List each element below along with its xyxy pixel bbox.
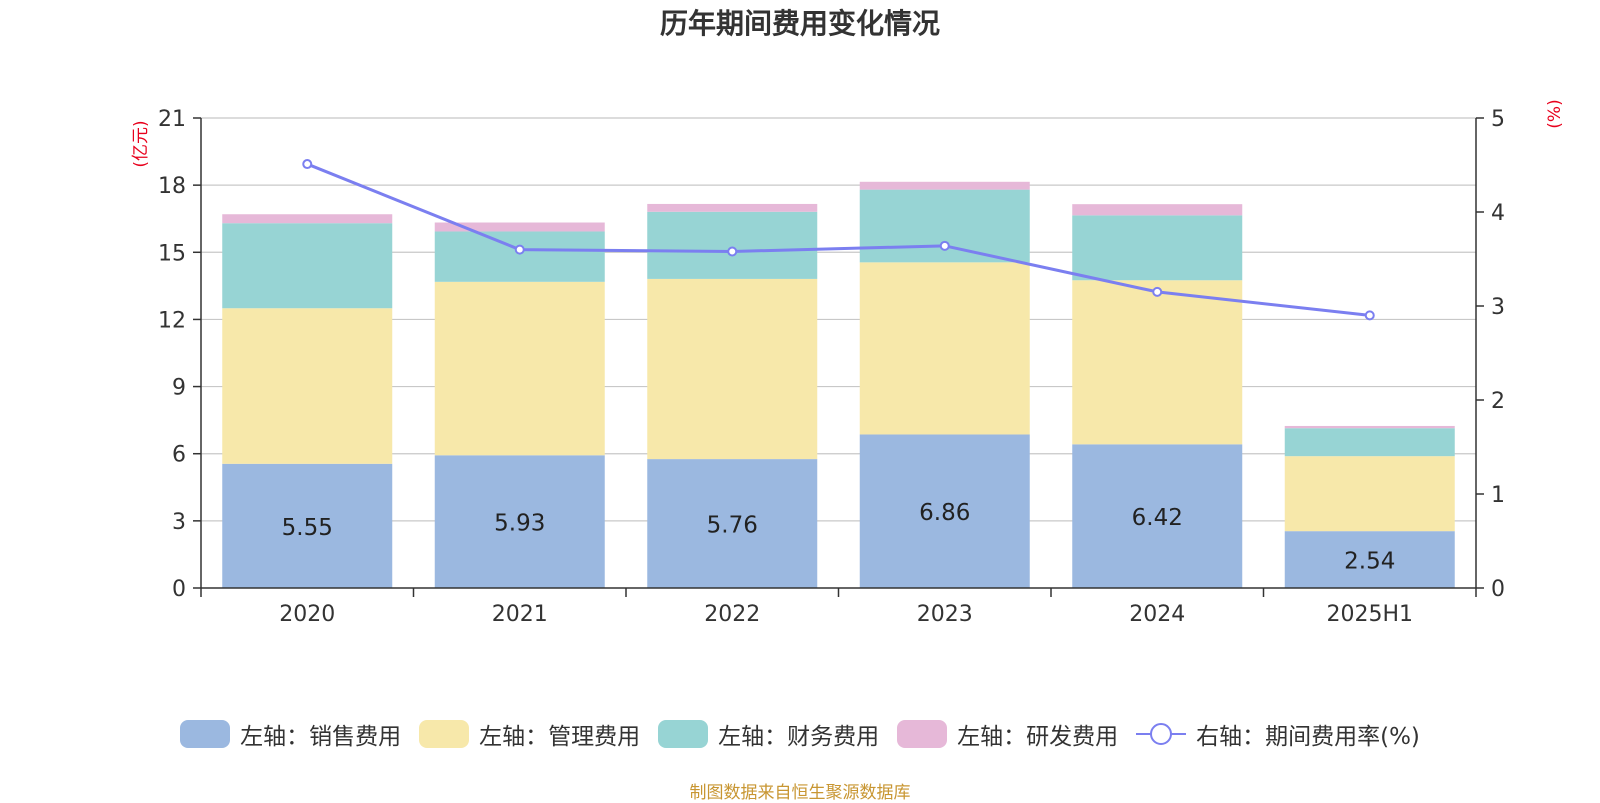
- x-tick-label: 2021: [492, 602, 548, 627]
- legend-swatch-finance: [658, 720, 709, 748]
- line-point-2025H1: [1364, 310, 1375, 321]
- line-point-2024: [1152, 286, 1163, 297]
- legend: 左轴：销售费用 左轴：管理费用 左轴：财务费用 左轴：研发费用 右轴：期间费用率…: [0, 717, 1600, 751]
- bar-rd-2021: [434, 222, 605, 232]
- y-left-tick-label: 18: [158, 174, 186, 199]
- line-point-2020: [302, 159, 313, 170]
- legend-item-finance[interactable]: 左轴：财务费用: [658, 717, 879, 751]
- legend-label-finance: 左轴：财务费用: [718, 724, 880, 750]
- y-left-tick-label: 15: [158, 241, 186, 266]
- bar-rd-2022: [647, 203, 818, 212]
- y-left-tick-label: 12: [158, 308, 186, 333]
- bar-admin-2023: [859, 262, 1030, 435]
- legend-label-admin: 左轴：管理费用: [479, 724, 641, 750]
- legend-swatch-rd: [897, 720, 948, 748]
- x-tick-label: 2024: [1129, 602, 1185, 627]
- bar-finance-2024: [1072, 215, 1243, 281]
- legend-line-circle-icon: [1136, 723, 1187, 745]
- bar-admin-2025H1: [1284, 456, 1455, 532]
- bar-label-2025H1: 2.54: [1344, 549, 1395, 575]
- bar-label-2020: 5.55: [282, 515, 333, 541]
- bar-sales-2020: [222, 463, 393, 588]
- x-tick-label: 2020: [279, 602, 335, 627]
- bar-sales-2024: [1072, 444, 1243, 588]
- bar-label-2022: 5.76: [707, 513, 758, 539]
- bar-finance-2021: [434, 231, 605, 282]
- y-right-unit-label: (%): [1545, 99, 1565, 128]
- bar-label-2021: 5.93: [494, 511, 545, 537]
- legend-item-rate[interactable]: 右轴：期间费用率(%): [1136, 717, 1420, 751]
- bar-rd-2025H1: [1284, 425, 1455, 429]
- legend-swatch-admin: [419, 720, 470, 748]
- line-point-2021: [514, 244, 525, 255]
- bar-admin-2020: [222, 308, 393, 464]
- bar-admin-2024: [1072, 280, 1243, 445]
- y-left-tick-label: 6: [172, 443, 186, 468]
- bar-finance-2020: [222, 223, 393, 309]
- legend-label-sales: 左轴：销售费用: [240, 724, 402, 750]
- bar-sales-2025H1: [1284, 531, 1455, 588]
- bar-finance-2023: [859, 189, 1030, 263]
- y-right-tick-label: 5: [1491, 107, 1505, 132]
- bar-sales-2023: [859, 434, 1030, 588]
- line-point-2023: [939, 240, 950, 251]
- bar-finance-2025H1: [1284, 428, 1455, 457]
- y-left-tick-label: 0: [172, 577, 186, 602]
- x-tick-label: 2023: [917, 602, 973, 627]
- chart-title: 历年期间费用变化情况: [659, 7, 940, 40]
- y-right-tick-label: 0: [1491, 577, 1505, 602]
- bar-admin-2022: [647, 278, 818, 460]
- y-right-tick-label: 1: [1491, 483, 1505, 508]
- y-left-tick-label: 3: [172, 510, 186, 535]
- y-left-tick-label: 9: [172, 376, 186, 401]
- bar-rd-2024: [1072, 204, 1243, 216]
- bar-sales-2021: [434, 455, 605, 588]
- y-right-tick-label: 2: [1491, 389, 1505, 414]
- legend-item-sales[interactable]: 左轴：销售费用: [180, 717, 401, 751]
- line-point-2022: [727, 246, 738, 257]
- x-tick-label: 2025H1: [1326, 602, 1413, 627]
- bar-rd-2020: [222, 214, 393, 224]
- bar-admin-2021: [434, 281, 605, 456]
- y-left-unit-label: (亿元): [131, 120, 151, 167]
- y-left-tick-label: 21: [158, 107, 186, 132]
- y-right-tick-label: 3: [1491, 295, 1505, 320]
- bar-sales-2022: [647, 459, 818, 588]
- bar-label-2024: 6.42: [1132, 505, 1183, 531]
- legend-item-admin[interactable]: 左轴：管理费用: [419, 717, 640, 751]
- bar-label-2023: 6.86: [919, 500, 970, 526]
- legend-item-rd[interactable]: 左轴：研发费用: [897, 717, 1118, 751]
- bar-rd-2023: [859, 181, 1030, 190]
- source-note: 制图数据来自恒生聚源数据库: [689, 783, 911, 803]
- legend-label-rate: 右轴：期间费用率(%): [1196, 724, 1420, 750]
- x-tick-label: 2022: [704, 602, 760, 627]
- y-right-tick-label: 4: [1491, 201, 1505, 226]
- line-expense-rate: [306, 162, 1370, 317]
- bar-finance-2022: [647, 211, 818, 279]
- legend-swatch-sales: [180, 720, 231, 748]
- legend-label-rd: 左轴：研发费用: [957, 724, 1119, 750]
